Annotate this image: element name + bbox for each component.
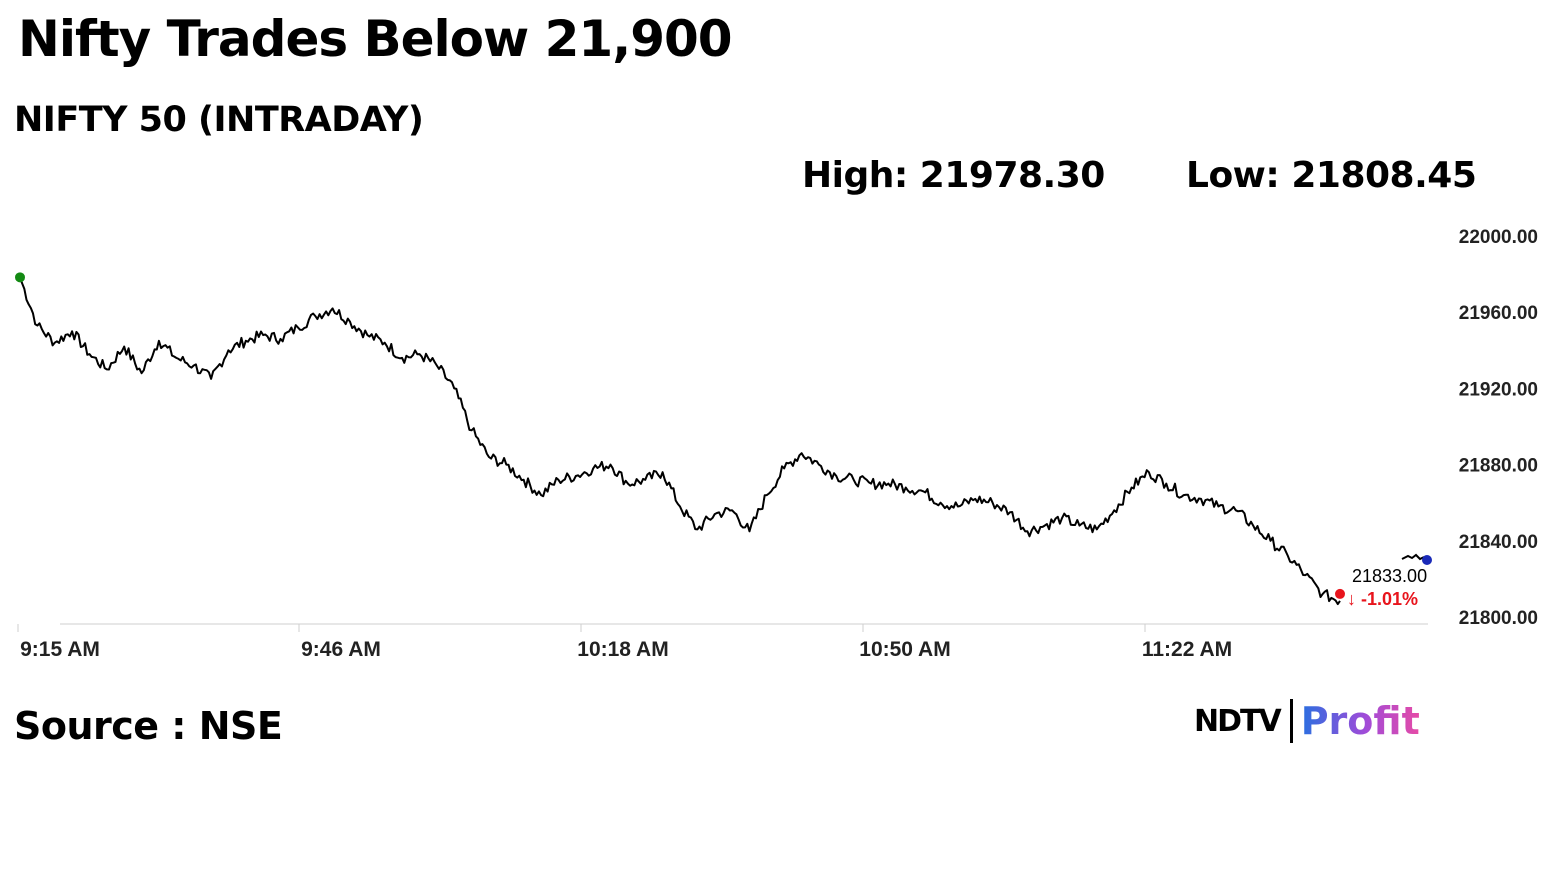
y-tick-label: 21920.00 (1459, 379, 1538, 400)
logo-profit-text: Profit (1300, 699, 1420, 743)
y-tick-label: 22000.00 (1459, 227, 1538, 248)
chart-subtitle: NIFTY 50 (INTRADAY) (14, 100, 424, 140)
x-tick-label: 10:18 AM (577, 638, 668, 661)
x-tick-label: 9:15 AM (20, 638, 100, 661)
trailing-line-segment (1401, 553, 1425, 561)
x-tick-label: 11:22 AM (1142, 638, 1232, 661)
y-tick-label: 21880.00 (1459, 456, 1538, 477)
end-marker (1335, 588, 1345, 599)
price-line (19, 276, 1341, 606)
high-value-label: High: 21978.30 (802, 155, 1105, 196)
last-value-label: 21833.00 (1352, 566, 1427, 586)
start-marker (15, 272, 25, 283)
source-label: Source : NSE (14, 704, 283, 748)
y-tick-label: 21840.00 (1459, 532, 1538, 553)
ndtv-profit-logo: NDTV Profit (1194, 698, 1420, 744)
current-marker (1422, 555, 1432, 565)
x-tick-label: 10:50 AM (859, 638, 950, 661)
logo-ndtv-text: NDTV (1194, 703, 1282, 739)
y-tick-label: 21800.00 (1459, 608, 1538, 629)
y-tick-label: 21960.00 (1459, 303, 1538, 324)
low-value-label: Low: 21808.45 (1186, 155, 1477, 196)
chart-title: Nifty Trades Below 21,900 (18, 10, 733, 68)
logo-divider (1289, 699, 1293, 743)
change-label: ↓ -1.01% (1347, 589, 1418, 609)
x-tick-label: 9:46 AM (301, 638, 381, 661)
